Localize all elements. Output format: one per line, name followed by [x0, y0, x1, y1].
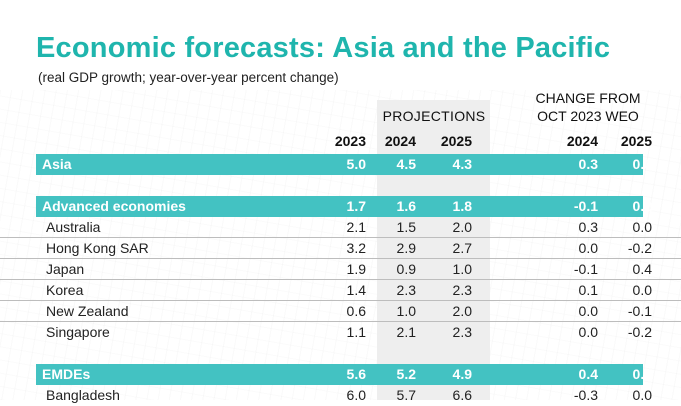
cell-2023: 5.6	[346, 366, 366, 382]
cell-2025: 2.3	[452, 324, 472, 340]
cell-change-2024: 0.4	[578, 366, 598, 382]
cell-change-2025: 0.0	[632, 282, 652, 298]
cell-2024: 1.0	[396, 303, 416, 319]
cell-2024: 4.5	[396, 156, 416, 172]
table-row: Korea 1.4 2.3 2.3 0.1 0.0	[0, 280, 681, 301]
cell-change-2024: -0.1	[573, 261, 598, 277]
background-texture	[0, 90, 681, 400]
cell-2025: 2.0	[452, 303, 472, 319]
row-label: Asia	[42, 156, 72, 172]
table-row: Hong Kong SAR 3.2 2.9 2.7 0.0 -0.2	[0, 238, 681, 259]
cell-2025: 4.3	[452, 156, 472, 172]
chart-title: Economic forecasts: Asia and the Pacific	[36, 32, 611, 64]
forecast-table: Asia 5.0 4.5 4.3 0.3 0.0 Advanced economies 1.7…	[0, 154, 681, 406]
table-row: Japan 1.9 0.9 1.0 -0.1 0.4	[0, 259, 681, 280]
cell-change-2025: 0.0	[632, 156, 652, 172]
row-label: EMDEs	[42, 366, 91, 382]
cell-change-2025: 0.2	[632, 198, 652, 214]
cell-change-2024: -0.3	[573, 387, 598, 403]
cell-change-2024: -0.1	[573, 198, 598, 214]
cell-change-2025: 0.0	[632, 387, 652, 403]
year-header-2023: 2023	[334, 133, 366, 149]
cell-2025: 2.0	[452, 219, 472, 235]
row-label: New Zealand	[46, 303, 129, 319]
row-label: Singapore	[46, 324, 110, 340]
row-label: Japan	[46, 261, 85, 277]
group-row: EMDEs 5.6 5.2 4.9 0.4 0.0	[0, 364, 681, 385]
change-year-header-2025: 2025	[620, 133, 652, 149]
table-row: Singapore 1.1 2.1 2.3 0.0 -0.2	[0, 322, 681, 343]
row-label: Advanced economies	[42, 198, 186, 214]
cell-change-2024: 0.3	[578, 156, 598, 172]
projections-header: PROJECTIONS	[382, 108, 486, 124]
cell-2024: 5.7	[396, 387, 416, 403]
cell-2024: 0.9	[396, 261, 416, 277]
cell-2023: 1.9	[346, 261, 366, 277]
cell-2025: 4.9	[452, 366, 472, 382]
cell-2023: 2.1	[346, 219, 366, 235]
cell-2023: 1.1	[346, 324, 366, 340]
cell-2023: 1.4	[346, 282, 366, 298]
change-header-line1: CHANGE FROM	[535, 90, 641, 106]
cell-change-2025: 0.4	[632, 261, 652, 277]
cell-change-2024: 0.3	[578, 219, 598, 235]
group-row: Asia 5.0 4.5 4.3 0.3 0.0	[0, 154, 681, 175]
cell-2024: 2.3	[396, 282, 416, 298]
cell-2024: 5.2	[396, 366, 416, 382]
cell-change-2025: -0.2	[627, 324, 652, 340]
change-header-line2: OCT 2023 WEO	[537, 108, 639, 124]
cell-change-2024: 0.0	[578, 240, 598, 256]
row-label: Korea	[46, 282, 84, 298]
group-row: Advanced economies 1.7 1.6 1.8 -0.1 0.2	[0, 196, 681, 217]
projections-shading	[377, 100, 490, 400]
cell-change-2025: -0.2	[627, 240, 652, 256]
cell-2025: 1.8	[452, 198, 472, 214]
year-header-2025: 2025	[440, 133, 472, 149]
spacer-row	[0, 343, 681, 364]
cell-2023: 3.2	[346, 240, 366, 256]
cell-2024: 2.9	[396, 240, 416, 256]
cell-2023: 5.0	[346, 156, 366, 172]
cell-change-2025: 0.0	[632, 219, 652, 235]
cell-2023: 6.0	[346, 387, 366, 403]
row-label: Australia	[46, 219, 101, 235]
table-row: New Zealand 0.6 1.0 2.0 0.0 -0.1	[0, 301, 681, 322]
table-row: Bangladesh 6.0 5.7 6.6 -0.3 0.0	[0, 385, 681, 406]
row-label: Hong Kong SAR	[46, 240, 149, 256]
table-row: Australia 2.1 1.5 2.0 0.3 0.0	[0, 217, 681, 238]
row-label: Bangladesh	[46, 387, 120, 403]
change-year-header-2024: 2024	[566, 133, 598, 149]
cell-2025: 2.7	[452, 240, 472, 256]
year-header-2024: 2024	[384, 133, 416, 149]
cell-2025: 6.6	[452, 387, 472, 403]
cell-change-2025: 0.0	[632, 366, 652, 382]
spacer-row	[0, 175, 681, 196]
cell-change-2024: 0.1	[578, 282, 598, 298]
cell-2025: 1.0	[452, 261, 472, 277]
cell-2025: 2.3	[452, 282, 472, 298]
cell-2024: 1.6	[396, 198, 416, 214]
cell-2023: 1.7	[346, 198, 366, 214]
cell-2023: 0.6	[346, 303, 366, 319]
chart-subtitle: (real GDP growth; year-over-year percent…	[38, 70, 339, 85]
cell-change-2024: 0.0	[578, 303, 598, 319]
cell-change-2024: 0.0	[578, 324, 598, 340]
cell-2024: 2.1	[396, 324, 416, 340]
cell-2024: 1.5	[396, 219, 416, 235]
cell-change-2025: -0.1	[627, 303, 652, 319]
